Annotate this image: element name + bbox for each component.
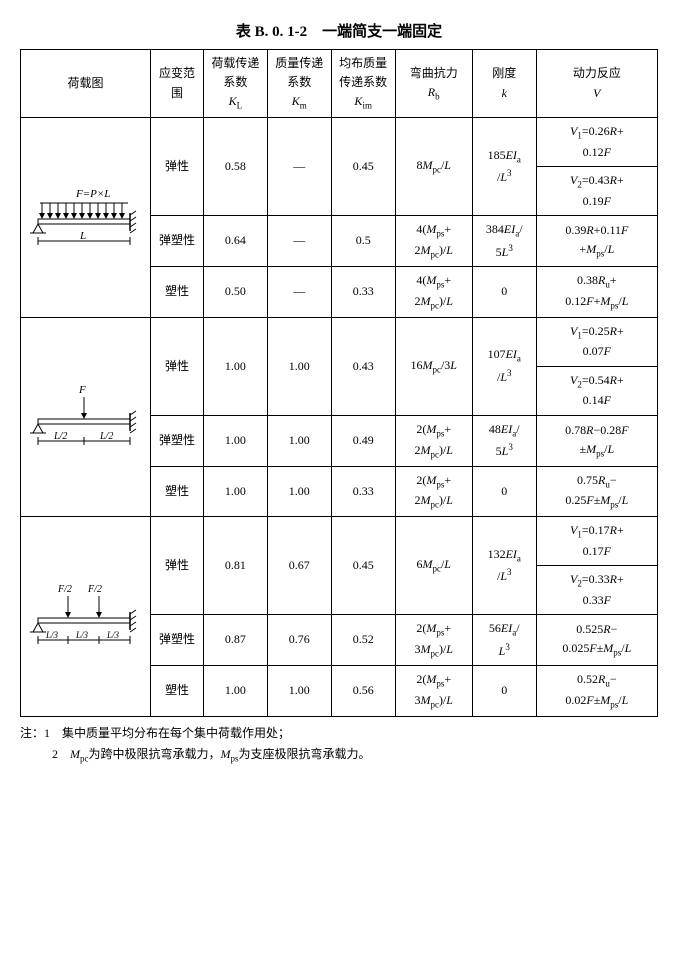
kl-cell: 0.64 [203,216,267,267]
v-cell: 0.52Ru−0.02F±Mps/L [536,666,657,717]
k-cell: 0 [472,466,536,517]
kl-cell: 1.00 [203,666,267,717]
svg-text:F=P×L: F=P×L [75,188,110,200]
header-row: 荷载图 应变范围 荷载传递 系数 KL 质量传递 系数 Km 均布质量 传递系数… [21,50,658,118]
km-cell: — [267,216,331,267]
k-cell: 107EIa/L3 [472,317,536,415]
k-cell: 132EIa/L3 [472,517,536,615]
beam-diagram-2-icon: F L/2 L/2 [30,377,142,457]
k-cell: 48EIa/5L3 [472,415,536,466]
svg-text:L/3: L/3 [106,630,120,640]
kim-cell: 0.56 [331,666,395,717]
v-cell: 0.38Ru+0.12F+Mps/L [536,267,657,318]
k-cell: 0 [472,267,536,318]
km-cell: 1.00 [267,466,331,517]
kl-cell: 1.00 [203,466,267,517]
k-cell: 56EIa/L3 [472,615,536,666]
svg-text:F: F [78,384,86,396]
beam-diagram-3-icon: F/2 F/2 L/3 L/3 L/3 [30,576,142,656]
v-cell: V2=0.43R+0.19F [536,167,657,216]
table-title: 表 B. 0. 1-2 一端简支一端固定 [20,20,658,41]
range-cell: 塑性 [151,666,204,717]
range-cell: 塑性 [151,267,204,318]
table-row: F L/2 L/2 弹性 1.00 1.00 0.43 [21,317,658,366]
svg-text:L/2: L/2 [53,431,67,442]
header-v: 动力反应 V [536,50,657,118]
km-cell: 0.67 [267,517,331,615]
header-rb: 弯曲抗力 Rb [395,50,472,118]
kl-cell: 1.00 [203,415,267,466]
kl-cell: 1.00 [203,317,267,415]
svg-text:F/2: F/2 [57,584,72,595]
rb-cell: 6Mpc/L [395,517,472,615]
svg-text:L/3: L/3 [45,630,59,640]
range-cell: 弹塑性 [151,216,204,267]
svg-text:F/2: F/2 [87,584,102,595]
rb-cell: 16Mpc/3L [395,317,472,415]
diagram-group3: F/2 F/2 L/3 L/3 L/3 [21,517,151,716]
table-row: F/2 F/2 L/3 L/3 L/3 [21,517,658,566]
kl-cell: 0.87 [203,615,267,666]
kim-cell: 0.5 [331,216,395,267]
rb-cell: 2(Mps+2Mpc)/L [395,466,472,517]
v-cell: V1=0.25R+0.07F [536,317,657,366]
kl-cell: 0.81 [203,517,267,615]
range-cell: 弹性 [151,317,204,415]
k-cell: 0 [472,666,536,717]
kim-cell: 0.45 [331,118,395,216]
header-diagram: 荷载图 [21,50,151,118]
rb-cell: 2(Mps+3Mpc)/L [395,666,472,717]
v-cell: 0.39R+0.11F+Mps/L [536,216,657,267]
kl-cell: 0.58 [203,118,267,216]
header-k: 刚度 k [472,50,536,118]
km-cell: — [267,118,331,216]
rb-cell: 4(Mps+2Mpc)/L [395,267,472,318]
beam-diagram-1-icon: F=P×L [30,177,142,257]
header-kim: 均布质量 传递系数 Kim [331,50,395,118]
kl-cell: 0.50 [203,267,267,318]
rb-cell: 2(Mps+3Mpc)/L [395,615,472,666]
range-cell: 塑性 [151,466,204,517]
header-range: 应变范围 [151,50,204,118]
v-cell: V2=0.33R+0.33F [536,566,657,615]
km-cell: 1.00 [267,666,331,717]
km-cell: 1.00 [267,317,331,415]
svg-text:L/2: L/2 [99,431,113,442]
rb-cell: 2(Mps+2Mpc)/L [395,415,472,466]
km-cell: 1.00 [267,415,331,466]
diagram-group2: F L/2 L/2 [21,317,151,516]
table-notes: 注：1 集中质量平均分布在每个集中荷载作用处； 2 Mpc为跨中极限抗弯承载力，… [20,723,658,767]
v-cell: V1=0.26R+0.12F [536,118,657,167]
kim-cell: 0.45 [331,517,395,615]
kim-cell: 0.33 [331,267,395,318]
rb-cell: 4(Mps+2Mpc)/L [395,216,472,267]
rb-cell: 8Mpc/L [395,118,472,216]
km-cell: — [267,267,331,318]
data-table: 荷载图 应变范围 荷载传递 系数 KL 质量传递 系数 Km 均布质量 传递系数… [20,49,658,717]
kim-cell: 0.33 [331,466,395,517]
km-cell: 0.76 [267,615,331,666]
kim-cell: 0.52 [331,615,395,666]
header-kl: 荷载传递 系数 KL [203,50,267,118]
range-cell: 弹塑性 [151,615,204,666]
kim-cell: 0.49 [331,415,395,466]
diagram-group1: F=P×L [21,118,151,317]
v-cell: 0.78R−0.28F±Mps/L [536,415,657,466]
svg-text:L/3: L/3 [75,630,89,640]
kim-cell: 0.43 [331,317,395,415]
header-km: 质量传递 系数 Km [267,50,331,118]
table-row: F=P×L [21,118,658,167]
v-cell: V2=0.54R+0.14F [536,366,657,415]
k-cell: 185EIa/L3 [472,118,536,216]
v-cell: 0.75Ru−0.25F±Mps/L [536,466,657,517]
range-cell: 弹性 [151,118,204,216]
svg-text:L: L [79,230,86,242]
k-cell: 384EIa/5L3 [472,216,536,267]
v-cell: 0.525R−0.025F±Mps/L [536,615,657,666]
range-cell: 弹性 [151,517,204,615]
range-cell: 弹塑性 [151,415,204,466]
v-cell: V1=0.17R+0.17F [536,517,657,566]
